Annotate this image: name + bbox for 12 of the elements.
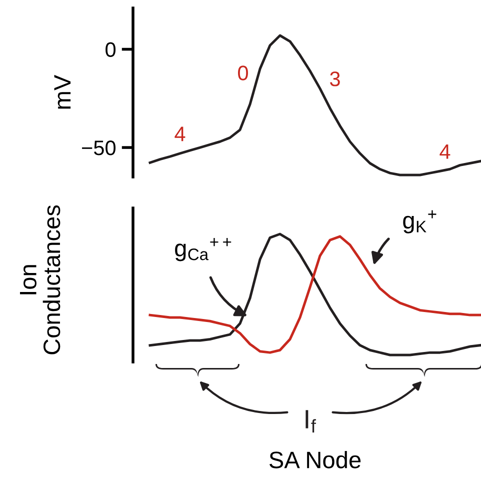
y-tick-label: −50 — [82, 140, 116, 156]
annotation: 4 — [174, 126, 186, 142]
text: I$_{f}$ — [306, 410, 316, 432]
annotation: 0 — [238, 66, 248, 80]
annotation: 3 — [330, 72, 340, 86]
series-label: g$_{Ca}$$^{++}$ — [175, 238, 232, 262]
annotation: 4 — [440, 144, 450, 159]
y-axis-title: mV — [54, 74, 71, 109]
line-series — [148, 34, 481, 176]
text: g$_{K}$$^{+}$ — [403, 210, 436, 234]
x-axis-title: SA Node — [269, 450, 361, 468]
y-axis-title: Ion Conductances — [20, 205, 60, 354]
